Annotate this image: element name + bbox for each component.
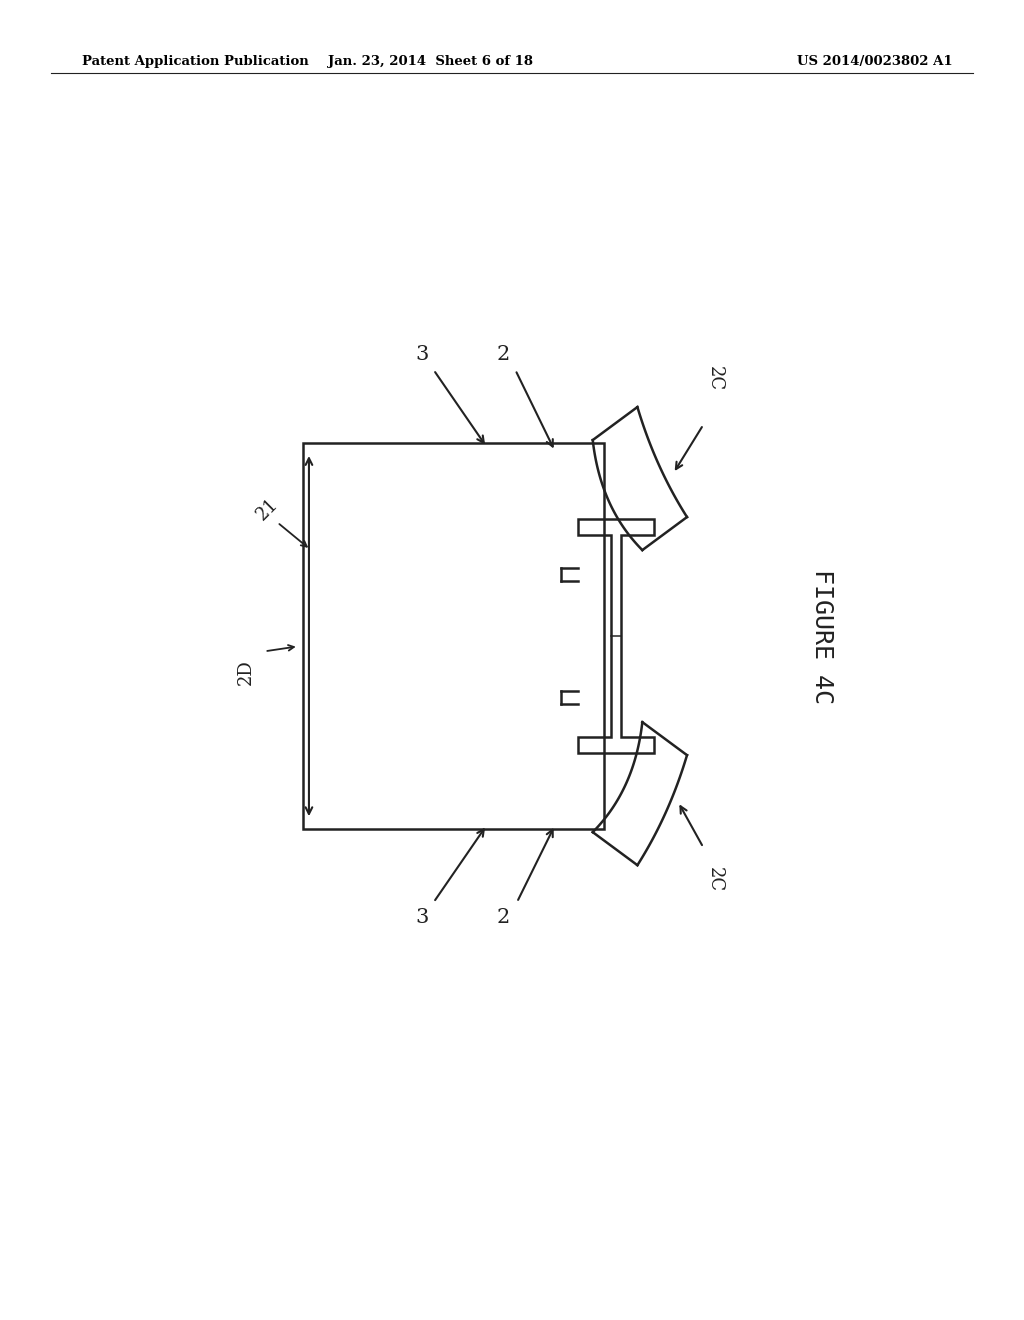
- Text: 2: 2: [497, 345, 510, 363]
- Text: 2D: 2D: [237, 659, 254, 685]
- Text: US 2014/0023802 A1: US 2014/0023802 A1: [797, 55, 952, 69]
- Text: 3: 3: [416, 908, 429, 927]
- Text: Patent Application Publication: Patent Application Publication: [82, 55, 308, 69]
- Text: 2: 2: [497, 908, 510, 927]
- Text: 21: 21: [253, 495, 282, 524]
- Text: FIGURE 4C: FIGURE 4C: [810, 569, 835, 704]
- Text: Jan. 23, 2014  Sheet 6 of 18: Jan. 23, 2014 Sheet 6 of 18: [328, 55, 532, 69]
- Text: 2C: 2C: [706, 366, 724, 391]
- Text: 3: 3: [416, 345, 429, 363]
- Text: 2C: 2C: [706, 867, 724, 892]
